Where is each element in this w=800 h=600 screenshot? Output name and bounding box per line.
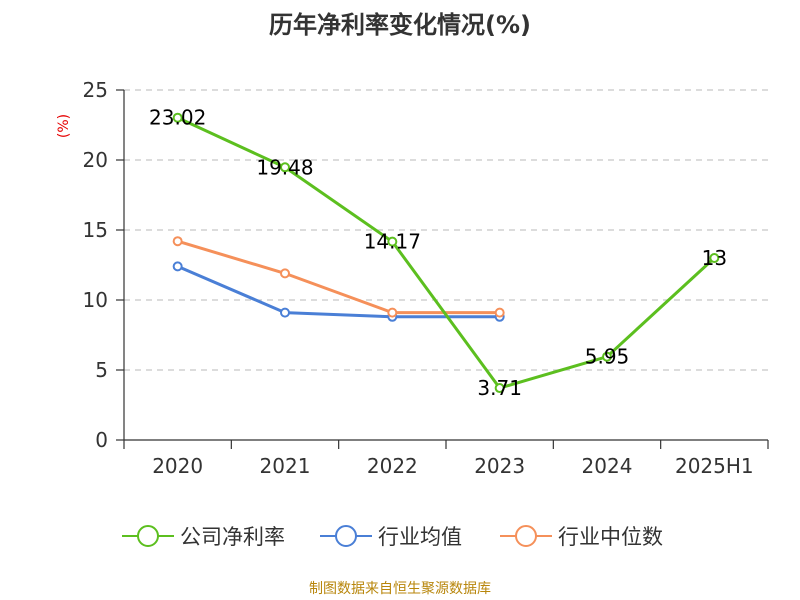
legend-item-2[interactable]: 行业中位数: [500, 525, 663, 549]
y-tick-label: 15: [83, 218, 108, 242]
chart-title: 历年净利率变化情况(%): [269, 11, 531, 39]
series-industry-median: [172, 236, 505, 318]
data-label: 3.71: [477, 376, 522, 400]
data-labels: 23.02 19.48 14.17 3.71 5.95 13: [149, 106, 727, 400]
grid-lines: [124, 89, 768, 371]
y-tick-label: 5: [95, 358, 108, 382]
data-label: 13: [702, 246, 727, 270]
x-tick-label-2021: 2021: [260, 454, 311, 478]
data-point: [602, 351, 612, 362]
data-point: [387, 236, 398, 247]
source-note: 制图数据来自恒生聚源数据库: [309, 581, 491, 597]
series-line: [177, 116, 716, 390]
data-point: [280, 268, 290, 279]
y-tick-label: 20: [83, 148, 108, 172]
axes: 0 5 10 15 20 25 2020 2021 2022 2023 2024 2025H1: [83, 78, 769, 478]
data-point: [280, 162, 290, 173]
legend-label: 公司净利率: [180, 525, 285, 549]
data-point: [172, 112, 183, 123]
data-point: [280, 307, 290, 318]
legend-marker: [515, 525, 537, 547]
series-layer: [172, 112, 720, 394]
series-line: [177, 239, 500, 315]
series-company-net-margin: [172, 112, 720, 394]
x-tick-label-2025H1: 2025H1: [675, 454, 754, 478]
x-tick-label-2022: 2022: [367, 454, 418, 478]
data-label: 19.48: [256, 155, 313, 179]
data-point: [494, 383, 505, 394]
x-tick-label-2023: 2023: [474, 454, 525, 478]
y-tick-label: 10: [83, 288, 108, 312]
data-point: [494, 307, 505, 318]
data-point: [387, 307, 398, 318]
x-tick-label-2020: 2020: [152, 454, 203, 478]
data-label: 23.02: [149, 106, 206, 130]
data-point: [172, 261, 183, 272]
y-tick-label: 0: [95, 428, 108, 452]
x-tick-label-2024: 2024: [582, 454, 633, 478]
legend-marker: [335, 525, 357, 547]
data-label: 5.95: [585, 345, 630, 369]
legend[interactable]: 公司净利率 行业均值 行业中位数: [122, 525, 663, 549]
legend-marker: [137, 525, 159, 547]
data-point: [709, 253, 720, 263]
data-point: [172, 236, 183, 247]
y-axis-label: (%): [56, 114, 72, 138]
data-label: 14.17: [364, 230, 421, 254]
legend-item-1[interactable]: 行业均值: [320, 525, 462, 549]
legend-label: 行业均值: [378, 525, 462, 549]
y-tick-label: 25: [83, 78, 108, 102]
legend-label: 行业中位数: [558, 525, 663, 549]
legend-item-0[interactable]: 公司净利率: [122, 525, 285, 549]
